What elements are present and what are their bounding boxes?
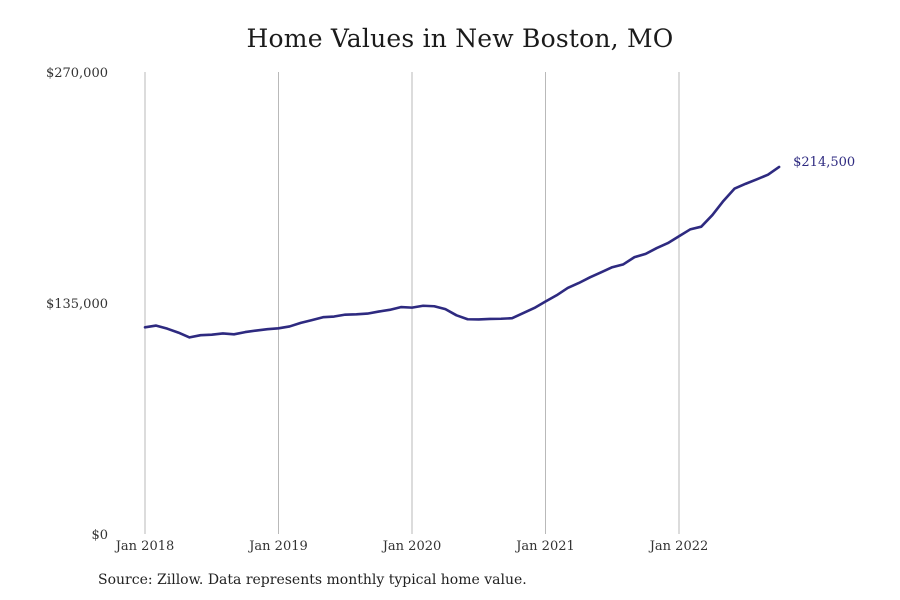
data-point: [388, 309, 391, 311]
data-point: [444, 308, 447, 310]
x-axis-ticks: Jan 2018 Jan 2019 Jan 2020 Jan 2021 Jan 2022: [114, 539, 709, 554]
y-tick-label: $0: [91, 528, 108, 543]
x-tick-label: Jan 2019: [247, 539, 308, 554]
source-note: Source: Zillow. Data represents monthly …: [98, 572, 527, 588]
data-point: [655, 247, 658, 249]
data-point: [555, 294, 558, 297]
data-point: [255, 329, 258, 332]
end-value-label: $214,500: [793, 155, 855, 170]
data-point: [744, 182, 747, 185]
y-tick-label: $135,000: [46, 297, 108, 312]
data-point: [756, 178, 758, 181]
data-point: [477, 318, 480, 321]
data-point: [322, 316, 324, 319]
data-point: [455, 314, 458, 317]
data-point: [144, 326, 146, 329]
data-point: [233, 333, 235, 336]
data-point: [711, 214, 714, 216]
data-point: [466, 318, 469, 321]
x-tick-label: Jan 2021: [514, 539, 575, 554]
data-point: [767, 173, 769, 176]
x-tick-label: Jan 2018: [114, 539, 175, 554]
data-point: [366, 312, 369, 315]
data-point: [188, 336, 191, 339]
data-point: [177, 331, 180, 334]
data-point: [522, 312, 525, 314]
data-point: [722, 200, 725, 202]
gridlines: [144, 72, 680, 534]
data-point: [411, 306, 413, 309]
data-point: [299, 322, 302, 324]
chart-title: Home Values in New Boston, MO: [246, 24, 674, 53]
data-point: [344, 313, 347, 316]
data-point: [210, 333, 213, 336]
x-tick-label: Jan 2022: [648, 539, 709, 554]
data-point: [266, 328, 269, 330]
data-point: [244, 331, 246, 333]
data-point: [433, 305, 436, 308]
data-point: [644, 253, 647, 255]
series-line: [143, 165, 781, 339]
data-point: [689, 228, 691, 231]
data-point: [667, 242, 669, 244]
data-point: [589, 276, 591, 279]
x-tick-label: Jan 2020: [381, 539, 442, 554]
data-point: [678, 235, 680, 238]
data-point: [288, 325, 291, 328]
data-point: [355, 313, 358, 316]
data-point: [611, 266, 614, 269]
data-point: [377, 310, 380, 313]
data-point: [566, 287, 569, 289]
data-point: [544, 300, 547, 303]
data-point: [199, 334, 202, 336]
data-point: [700, 225, 703, 228]
data-point: [733, 187, 736, 190]
data-point: [400, 306, 402, 308]
data-point: [578, 282, 580, 284]
data-point: [166, 327, 169, 330]
data-point: [155, 324, 157, 327]
data-point: [600, 271, 602, 274]
data-point: [222, 332, 224, 335]
data-point: [311, 319, 313, 321]
data-point: [422, 304, 424, 307]
data-point: [511, 317, 513, 320]
data-point: [533, 307, 536, 309]
data-point: [622, 263, 625, 266]
series-layer: [143, 165, 781, 339]
data-labels: $214,500: [793, 155, 855, 170]
y-tick-label: $270,000: [46, 66, 108, 81]
data-point: [333, 315, 335, 318]
data-point: [500, 317, 502, 320]
y-axis-ticks: $0 $135,000 $270,000: [46, 66, 108, 543]
data-point: [277, 327, 280, 330]
data-point: [778, 166, 780, 168]
data-point: [489, 318, 491, 320]
data-point: [633, 256, 636, 258]
